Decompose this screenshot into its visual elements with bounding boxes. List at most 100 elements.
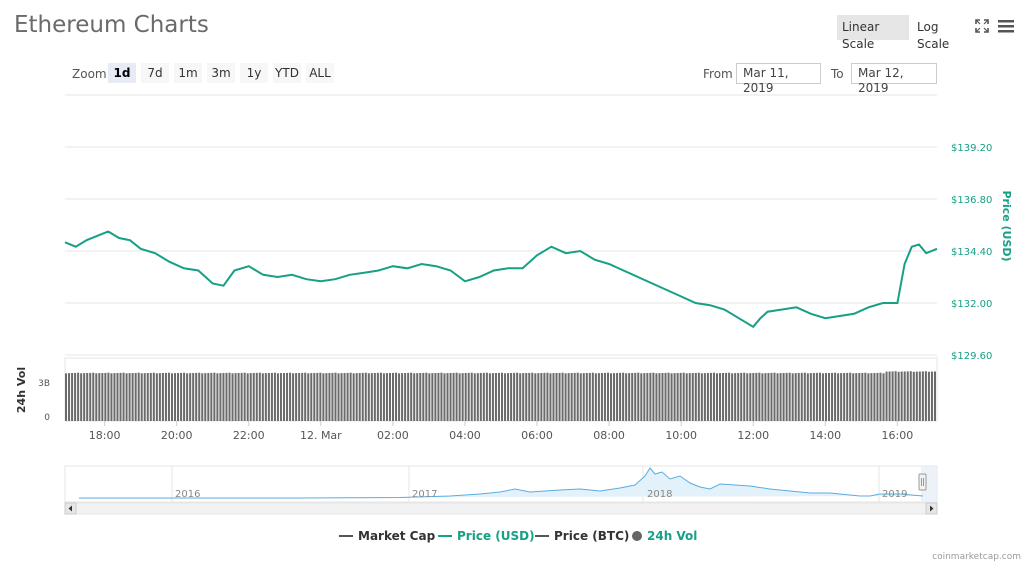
to-date-input[interactable]: Mar 12, 2019 — [851, 63, 937, 95]
legend-label-price-btc: Price (BTC) — [554, 529, 630, 543]
zoom-1m-button[interactable]: 1m — [174, 63, 202, 83]
volume-bar — [619, 372, 622, 421]
x-tick-label: 06:00 — [521, 429, 553, 442]
volume-bar — [222, 373, 225, 421]
legend-label-market-cap: Market Cap — [358, 529, 436, 543]
volume-bar — [731, 373, 734, 421]
arrow-left-icon — [68, 505, 72, 512]
volume-bar — [428, 373, 431, 421]
legend-price-btc[interactable]: Price (BTC) — [535, 529, 629, 543]
volume-bar — [652, 372, 655, 421]
volume-bar — [558, 372, 561, 421]
volume-bar — [292, 373, 295, 421]
volume-bar — [534, 373, 537, 421]
volume-bar — [361, 372, 364, 421]
volume-bar — [313, 373, 316, 421]
volume-bar — [437, 372, 440, 421]
legend-price-usd[interactable]: Price (USD) — [438, 529, 535, 543]
volume-bar — [71, 373, 74, 421]
log-scale-button[interactable]: Log Scale — [917, 20, 950, 51]
volume-bar — [455, 372, 458, 421]
volume-bar — [522, 373, 525, 421]
volume-bar — [352, 373, 355, 421]
volume-bar — [192, 373, 195, 421]
volume-bar — [119, 372, 122, 421]
credits-link[interactable]: coinmarketcap.com — [932, 552, 1021, 562]
volume-bar — [900, 371, 903, 421]
scrollbar[interactable] — [64, 502, 938, 515]
volume-bar — [392, 372, 395, 421]
volume-bar — [180, 372, 183, 421]
volume-bar — [161, 373, 164, 421]
volume-bar — [782, 373, 785, 421]
volume-bar — [131, 373, 134, 421]
volume-bar — [588, 372, 591, 421]
zoom-all-button[interactable]: ALL — [306, 63, 334, 83]
volume-bar — [831, 372, 834, 421]
volume-bar — [407, 372, 410, 421]
volume-bar — [824, 373, 827, 421]
volume-bar — [388, 373, 391, 421]
to-label: To — [831, 67, 844, 81]
from-date-input[interactable]: Mar 11, 2019 — [736, 63, 821, 95]
volume-bar — [298, 373, 301, 421]
volume-bar — [800, 372, 803, 421]
volume-bar — [422, 372, 425, 421]
volume-bar — [343, 373, 346, 421]
zoom-1y-button[interactable]: 1y — [240, 63, 268, 83]
volume-bar — [855, 373, 858, 421]
volume-bar — [295, 373, 298, 421]
volume-bar — [861, 372, 864, 421]
menu-icon[interactable] — [998, 20, 1014, 33]
volume-bars — [64, 357, 938, 422]
volume-tick-3b: 3B — [38, 379, 50, 389]
volume-bar — [243, 372, 246, 421]
volume-bar — [573, 372, 576, 421]
volume-bar — [497, 372, 500, 421]
zoom-7d-button[interactable]: 7d — [141, 63, 169, 83]
navigator[interactable]: 2016 2017 2018 2019 — [64, 465, 938, 503]
volume-bar — [346, 372, 349, 421]
zoom-ytd-button[interactable]: YTD — [273, 63, 301, 83]
navigator-handle[interactable] — [918, 473, 927, 491]
legend-swatch-price-usd — [438, 535, 452, 537]
legend-market-cap[interactable]: Market Cap — [339, 529, 435, 543]
volume-bar — [65, 373, 68, 421]
volume-bar — [719, 373, 722, 421]
zoom-3m-button[interactable]: 3m — [207, 63, 235, 83]
volume-bar — [385, 373, 388, 421]
legend-dot-24h-vol — [632, 531, 642, 541]
volume-bar — [367, 373, 370, 421]
volume-bar — [779, 373, 782, 421]
volume-bar — [700, 373, 703, 421]
volume-bar — [158, 373, 161, 421]
zoom-1d-button[interactable]: 1d — [108, 63, 136, 83]
volume-bar — [325, 373, 328, 421]
volume-bar — [216, 373, 219, 421]
volume-bar — [622, 372, 625, 421]
volume-bar — [440, 372, 443, 421]
volume-bar — [289, 372, 292, 421]
legend-24h-vol[interactable]: 24h Vol — [632, 529, 697, 543]
x-tick-label: 20:00 — [161, 429, 193, 442]
volume-bar — [876, 372, 879, 421]
volume-bar — [812, 373, 815, 421]
volume-bar — [331, 372, 334, 421]
x-tick-label: 12:00 — [737, 429, 769, 442]
volume-bar — [143, 373, 146, 421]
fullscreen-icon[interactable] — [975, 19, 989, 33]
y-axis-title: Price (USD) — [1000, 190, 1013, 261]
x-axis-ticks: 18:00 20:00 22:00 12. Mar 02:00 04:00 06:00 08:… — [89, 421, 913, 442]
volume-bar — [773, 372, 776, 421]
volume-bar — [525, 373, 528, 421]
volume-bar — [555, 373, 558, 421]
volume-bar — [255, 372, 258, 421]
linear-scale-button[interactable]: Linear Scale — [837, 15, 909, 51]
volume-bar — [373, 373, 376, 421]
volume-bar — [128, 373, 131, 421]
volume-bar — [434, 373, 437, 421]
volume-bar — [794, 373, 797, 421]
x-tick-label: 18:00 — [89, 429, 121, 442]
volume-bar — [791, 373, 794, 421]
volume-bar — [301, 372, 304, 421]
